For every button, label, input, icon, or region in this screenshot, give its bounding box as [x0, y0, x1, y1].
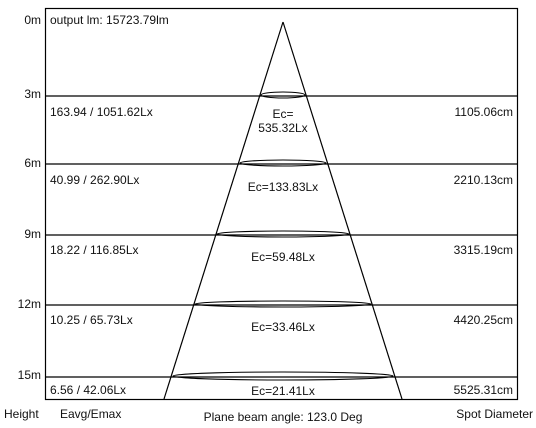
spot-ellipse-9m — [216, 230, 350, 238]
footer-height-label: Height — [4, 407, 39, 421]
height-label-6m: 6m — [24, 156, 41, 170]
spot-diameter-6m: 2210.13cm — [454, 173, 513, 187]
height-label-3m: 3m — [24, 87, 41, 101]
center-illuminance-15m: Ec=21.41Lx — [251, 384, 315, 398]
center-illuminance-3m-line1: Ec= — [272, 107, 293, 121]
beam-right-edge — [282, 21, 403, 400]
spot-diameter-12m: 4420.25cm — [454, 313, 513, 327]
spot-ellipse-3m — [260, 91, 306, 99]
height-label-15m: 15m — [18, 368, 41, 382]
eavg-emax-3m: 163.94 / 1051.62Lx — [50, 105, 153, 119]
eavg-emax-9m: 18.22 / 116.85Lx — [50, 243, 139, 257]
spot-ellipse-6m — [239, 159, 327, 167]
footer-beam-angle: Plane beam angle: 123.0 Deg — [204, 410, 363, 424]
center-illuminance-6m: Ec=133.83Lx — [248, 180, 318, 194]
footer-eavg-emax-label: Eavg/Emax — [60, 407, 121, 421]
spot-diameter-9m: 3315.19cm — [454, 243, 513, 257]
height-label-9m: 9m — [24, 227, 41, 241]
spot-ellipse-15m — [172, 371, 394, 381]
center-illuminance-12m: Ec=33.46Lx — [251, 320, 315, 334]
spot-ellipse-12m — [194, 300, 372, 308]
footer-spot-diameter-label: Spot Diameter — [456, 407, 533, 421]
height-label-12m: 12m — [18, 297, 41, 311]
diagram-frame — [44, 7, 519, 401]
output-lumen-label: output lm: 15723.79lm — [50, 13, 169, 27]
eavg-emax-15m: 6.56 / 42.06Lx — [50, 383, 126, 397]
spot-diameter-15m: 5525.31cm — [454, 383, 513, 397]
eavg-emax-12m: 10.25 / 65.73Lx — [50, 313, 133, 327]
height-label-0m: 0m — [24, 13, 41, 27]
spot-diameter-3m: 1105.06cm — [455, 105, 513, 119]
center-illuminance-3m-line2: 535.32Lx — [258, 121, 307, 135]
center-illuminance-9m: Ec=59.48Lx — [251, 250, 315, 264]
eavg-emax-6m: 40.99 / 262.90Lx — [50, 173, 139, 187]
beam-left-edge — [163, 21, 284, 400]
